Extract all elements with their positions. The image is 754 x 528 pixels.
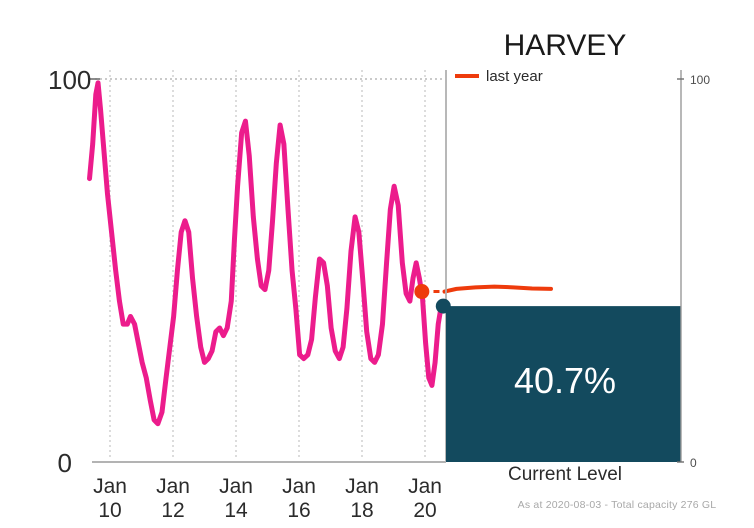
y-axis-label-100: 100 — [48, 65, 91, 95]
x-tick-2-line2: 14 — [224, 499, 248, 522]
history-line — [87, 80, 446, 427]
bar-value-label: 40.7% — [514, 360, 616, 401]
x-tick-1-line2: 12 — [161, 499, 184, 522]
y-axis-label-0: 0 — [58, 448, 72, 478]
last-year-line — [442, 284, 553, 294]
x-axis-labels: Jan 10 Jan 12 Jan 14 Jan 16 Jan 18 Jan 2… — [93, 475, 442, 522]
page-title: HARVEY — [504, 29, 627, 62]
right-axis-label-100: 100 — [690, 73, 710, 87]
gridlines-vertical — [109, 70, 426, 460]
x-tick-3-line2: 16 — [287, 499, 310, 522]
legend-label-last-year: last year — [486, 68, 543, 85]
x-tick-4-line1: Jan — [345, 475, 379, 498]
current-level-bar — [446, 306, 681, 462]
x-tick-5-line1: Jan — [408, 475, 442, 498]
x-tick-1-line1: Jan — [156, 475, 190, 498]
x-tick-0-line1: Jan — [93, 475, 127, 498]
x-tick-3-line1: Jan — [282, 475, 316, 498]
x-tick-0-line2: 10 — [98, 499, 121, 522]
x-tick-5-line2: 20 — [413, 499, 436, 522]
footnote: As at 2020-08-03 - Total capacity 276 GL — [518, 499, 717, 511]
x-tick-2-line1: Jan — [219, 475, 253, 498]
legend: last year — [455, 68, 543, 85]
last-year-marker-dot — [414, 284, 430, 300]
x-tick-4-line2: 18 — [350, 499, 373, 522]
current-level-marker-dot — [435, 298, 451, 314]
right-axis-label-0: 0 — [690, 456, 697, 470]
bar-caption: Current Level — [508, 464, 622, 485]
